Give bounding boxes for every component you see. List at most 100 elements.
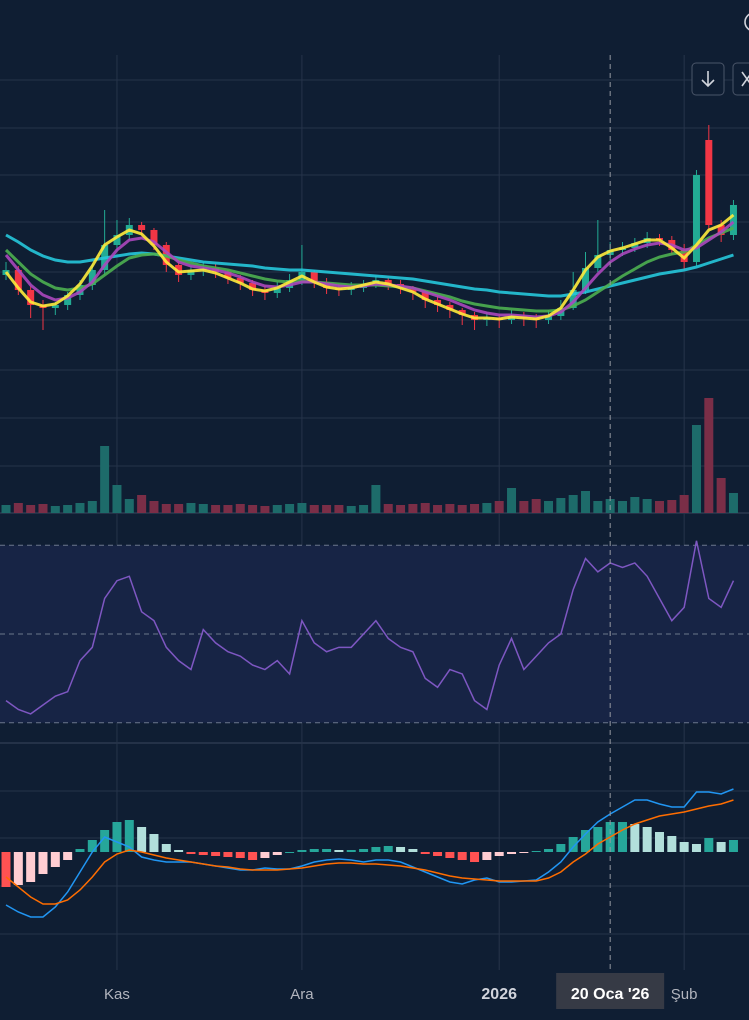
volume-bar — [482, 503, 492, 513]
macd-histogram-bar — [691, 844, 701, 852]
macd-histogram-bar — [137, 827, 147, 852]
candle-body — [224, 272, 232, 278]
macd-histogram-bar — [100, 830, 110, 852]
macd-histogram-bar — [272, 852, 282, 855]
volume-bar — [161, 504, 171, 513]
macd-histogram-bar — [13, 852, 23, 885]
candle-body — [76, 285, 84, 295]
macd-histogram-bar — [1, 852, 11, 887]
candle-body — [421, 292, 429, 300]
macd-histogram-bar — [346, 850, 356, 852]
volume-bar — [445, 504, 455, 513]
macd-histogram-bar — [309, 849, 319, 852]
moving-average — [5, 233, 734, 298]
macd-histogram-bar — [457, 852, 467, 860]
volume-bar — [13, 503, 23, 513]
volume-bar — [728, 493, 738, 513]
volume-bar — [371, 485, 381, 513]
volume-bar — [581, 491, 591, 513]
volume-bar — [383, 504, 393, 513]
volume-bar — [531, 499, 541, 513]
macd-histogram-bar — [556, 844, 566, 852]
candle-body — [27, 290, 35, 305]
volume-bar — [223, 505, 233, 513]
close-button[interactable] — [732, 62, 749, 96]
macd-histogram-bar — [482, 852, 492, 860]
volume-bar — [272, 505, 282, 513]
volume-bar — [100, 446, 110, 513]
volume-bar — [112, 485, 122, 513]
volume-bar — [618, 501, 627, 513]
settings-icon[interactable] — [744, 13, 749, 31]
macd-histogram-bar — [593, 827, 603, 852]
macd-histogram-bar — [161, 844, 171, 852]
macd-histogram-bar — [507, 852, 517, 854]
volume-bar — [359, 505, 369, 513]
candle-body — [594, 255, 602, 268]
volume-bar — [346, 506, 356, 513]
candle-body — [150, 230, 158, 245]
volume-bar — [679, 495, 689, 513]
macd-histogram-bar — [38, 852, 48, 874]
macd-histogram-bar — [581, 830, 591, 852]
macd-histogram-bar — [297, 850, 307, 852]
macd-histogram-bar — [186, 852, 196, 854]
macd-histogram-bar — [679, 842, 689, 852]
macd-histogram-bar — [396, 847, 406, 852]
macd-histogram-bar — [519, 852, 529, 853]
macd-histogram-bar — [433, 852, 443, 856]
volume-bar — [260, 506, 270, 513]
macd-histogram-bar — [544, 849, 554, 852]
macd-histogram-bar — [75, 849, 85, 852]
signal-line — [5, 799, 734, 905]
x-tick-label: Ara — [290, 986, 314, 1003]
volume-bar — [433, 505, 443, 513]
volume-bar — [235, 504, 245, 513]
candle-body — [175, 265, 183, 275]
candle-body — [729, 205, 737, 235]
macd-histogram-bar — [667, 836, 677, 852]
macd-histogram-bar — [50, 852, 60, 867]
volume-bar — [470, 504, 480, 513]
candle-body — [717, 225, 725, 235]
candle-body — [582, 268, 590, 290]
macd-histogram-bar — [112, 822, 122, 852]
volume-bar — [149, 501, 159, 513]
arrow-icon — [701, 71, 715, 88]
macd-histogram-bar — [124, 820, 134, 852]
candle-body — [14, 270, 22, 290]
volume-bar — [38, 504, 48, 513]
macd-histogram-bar — [470, 852, 480, 862]
x-tick-label: Şub — [671, 986, 698, 1003]
crosshair-label-box — [556, 973, 665, 1009]
macd-histogram-bar — [568, 837, 578, 852]
candle-body — [113, 235, 121, 245]
macd-histogram-bar — [322, 849, 332, 852]
volume-bar — [186, 503, 196, 513]
volume-bar — [691, 425, 701, 513]
macd-histogram-bar — [618, 822, 627, 852]
volume-bar — [334, 505, 344, 513]
x-tick-label: Kas — [104, 986, 130, 1003]
macd-histogram-bar — [198, 852, 208, 855]
candle-body — [569, 290, 577, 308]
volume-bar — [507, 488, 517, 513]
volume-bar — [642, 499, 652, 513]
volume-bar — [568, 495, 578, 513]
macd-histogram-bar — [704, 838, 714, 852]
volume-bar — [396, 505, 406, 513]
macd-histogram-bar — [408, 849, 418, 852]
volume-bar — [248, 505, 258, 513]
volume-bar — [198, 504, 208, 513]
macd-histogram-bar — [334, 850, 344, 852]
macd-histogram-bar — [223, 852, 233, 857]
volume-bar — [174, 504, 184, 513]
macd-histogram-bar — [728, 840, 738, 852]
candle-body — [273, 288, 281, 293]
macd-histogram-bar — [235, 852, 245, 858]
macd-histogram-bar — [531, 851, 541, 852]
volume-bar — [75, 503, 85, 513]
macd-histogram-bar — [248, 852, 258, 860]
